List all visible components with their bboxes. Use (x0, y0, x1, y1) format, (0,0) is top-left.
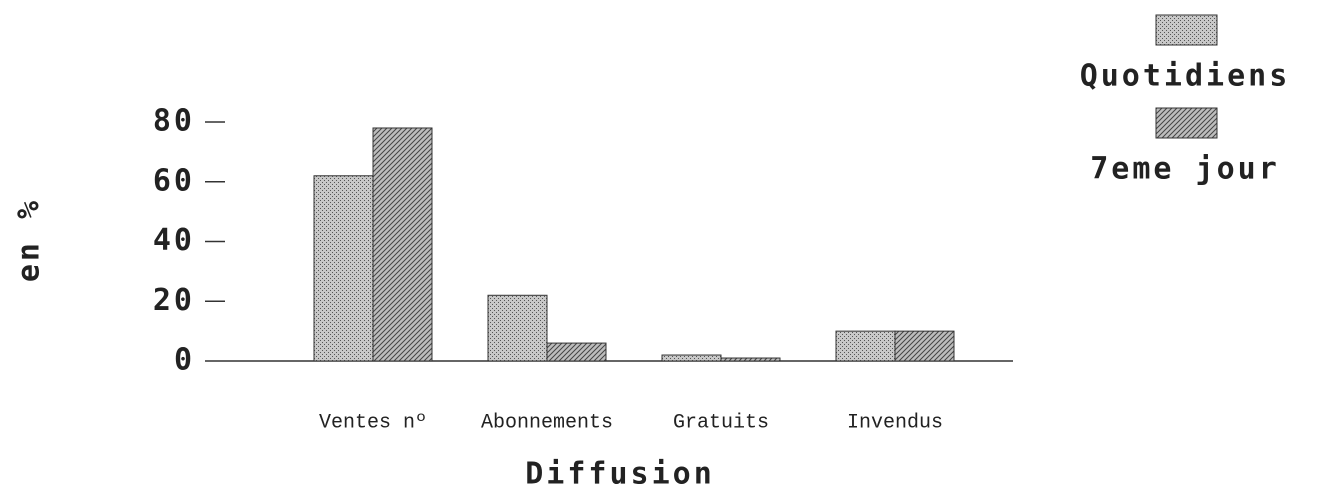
y-tick-label: 20 (153, 283, 195, 318)
x-tick-label: Abonnements (481, 411, 613, 434)
bar (894, 330, 955, 362)
legend-swatch (1155, 107, 1218, 139)
y-axis-label: en % (12, 198, 47, 282)
legend-swatch (1155, 14, 1218, 46)
bar (720, 357, 781, 362)
x-tick-label: Gratuits (673, 411, 769, 434)
x-axis-label: Diffusion (525, 457, 715, 490)
bar (661, 354, 722, 362)
bar (835, 330, 896, 362)
bar (372, 127, 433, 362)
legend-label: Quotidiens (1080, 59, 1291, 94)
y-tick-label: 60 (153, 163, 195, 198)
bar (487, 294, 548, 362)
x-tick-label: Invendus (847, 411, 943, 434)
bar (313, 175, 374, 362)
bar (546, 342, 607, 362)
y-tick-label: 40 (153, 223, 195, 258)
y-tick-label: 0 (174, 343, 195, 378)
x-tick-label: Ventes nº (319, 411, 427, 434)
legend-label: 7eme jour (1090, 152, 1280, 187)
y-tick-label: 80 (153, 104, 195, 139)
